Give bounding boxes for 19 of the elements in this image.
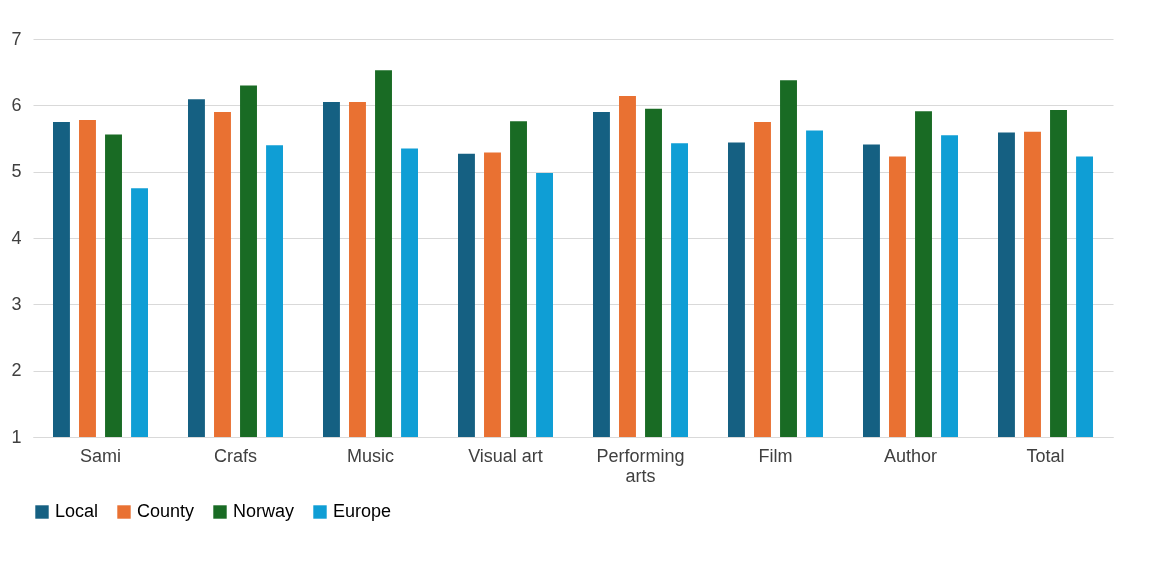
- x-tick-label: Music: [346, 445, 395, 466]
- y-tick-label: 4: [11, 227, 22, 248]
- x-tick-label: Sami: [79, 445, 122, 466]
- legend-label: Local: [55, 501, 99, 521]
- y-tick-label: 5: [11, 161, 22, 182]
- y-tick-label: 2: [11, 360, 22, 381]
- x-tick-label: Film: [758, 445, 793, 466]
- legend-label: Norway: [233, 501, 295, 521]
- y-tick-label: 7: [11, 28, 22, 49]
- y-tick-label: 1: [11, 426, 22, 447]
- legend-label: County: [137, 501, 195, 521]
- x-tick-label: Crafs: [213, 445, 258, 466]
- y-tick-label: 3: [11, 293, 22, 314]
- y-tick-label: 6: [11, 94, 22, 115]
- x-tick-label: Total: [1026, 445, 1065, 466]
- x-tick-label: Author: [883, 445, 938, 466]
- x-tick-label: Visual art: [468, 445, 543, 466]
- x-tick-label: Performing arts: [596, 445, 685, 486]
- legend-label: Europe: [333, 501, 392, 521]
